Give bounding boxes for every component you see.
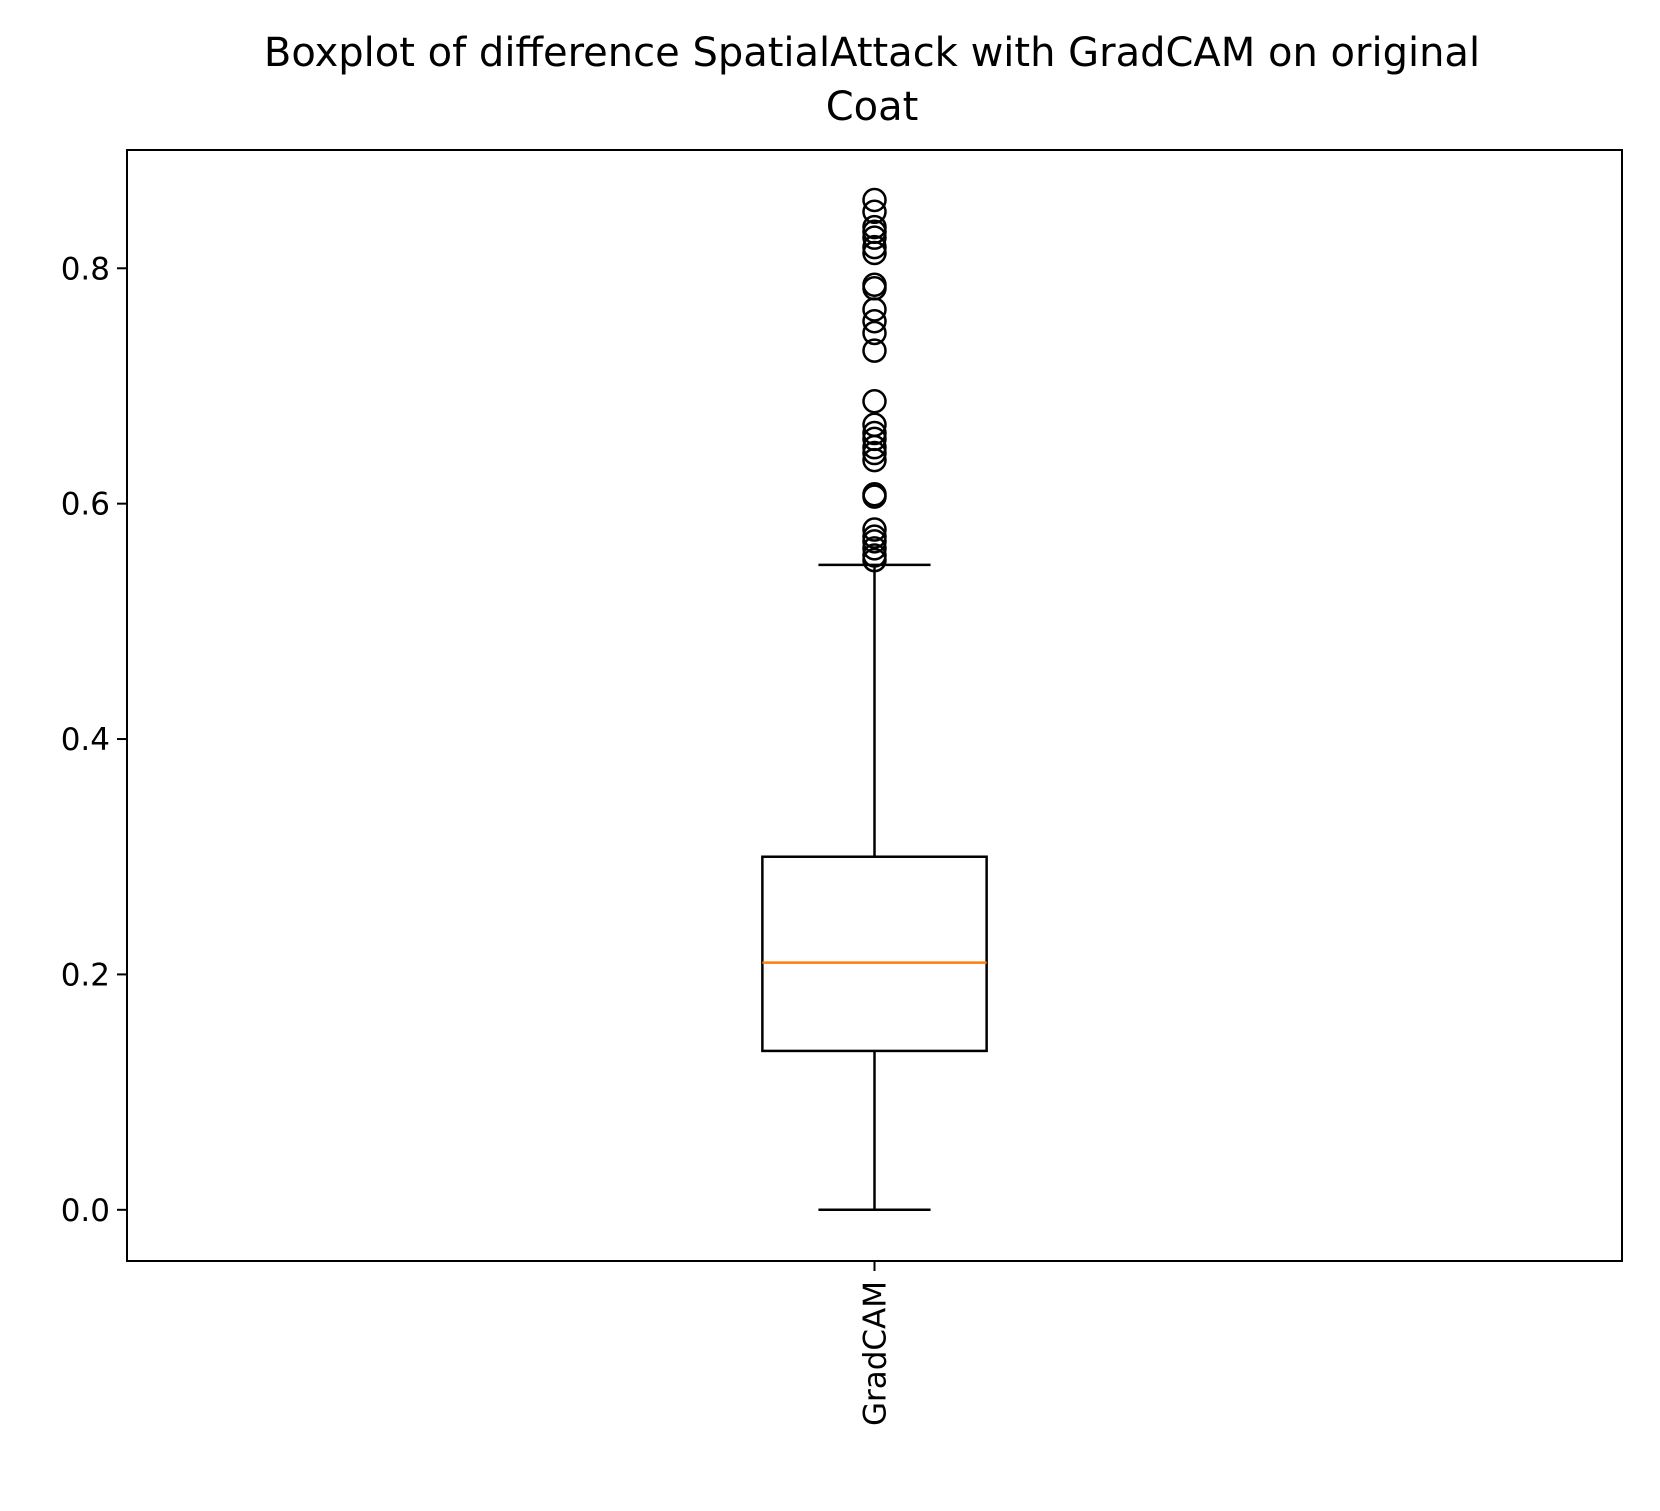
outlier-point <box>862 234 887 260</box>
outlier-point <box>862 308 887 334</box>
outlier-point <box>862 420 887 446</box>
chart-title-line-1: Boxplot of difference SpatialAttack with… <box>264 30 1480 76</box>
y-tick-label: 0.8 <box>61 251 110 287</box>
outlier-point <box>862 320 887 346</box>
x-axis: GradCAM <box>858 1261 894 1426</box>
y-tick-label: 0.6 <box>61 487 110 523</box>
y-tick-label: 0.4 <box>61 722 110 758</box>
outlier-point <box>862 481 887 507</box>
outlier-point <box>862 187 887 213</box>
outlier-point <box>862 536 887 561</box>
outlier-point <box>862 338 887 363</box>
outlier-point <box>862 272 887 298</box>
x-tick-label: GradCAM <box>858 1281 894 1426</box>
outlier-point <box>862 426 887 452</box>
outlier-point <box>862 524 887 549</box>
plot-frame <box>126 149 1623 1262</box>
outlier-point <box>862 412 887 438</box>
outlier-point <box>862 389 887 414</box>
iqr-box <box>761 855 988 1053</box>
y-tick-label: 0.2 <box>61 957 110 993</box>
outlier-point <box>862 199 887 225</box>
outlier-point <box>862 440 887 466</box>
outlier-point <box>862 225 887 250</box>
outlier-point <box>862 214 887 240</box>
outlier-point <box>862 517 887 542</box>
y-tick-label: 0.0 <box>61 1193 110 1229</box>
chart-title-line-2: Coat <box>826 84 919 130</box>
box-series <box>761 187 988 1212</box>
y-axis: 0.0 0.2 0.4 0.6 0.8 <box>61 251 127 1229</box>
outlier-point <box>862 543 887 568</box>
